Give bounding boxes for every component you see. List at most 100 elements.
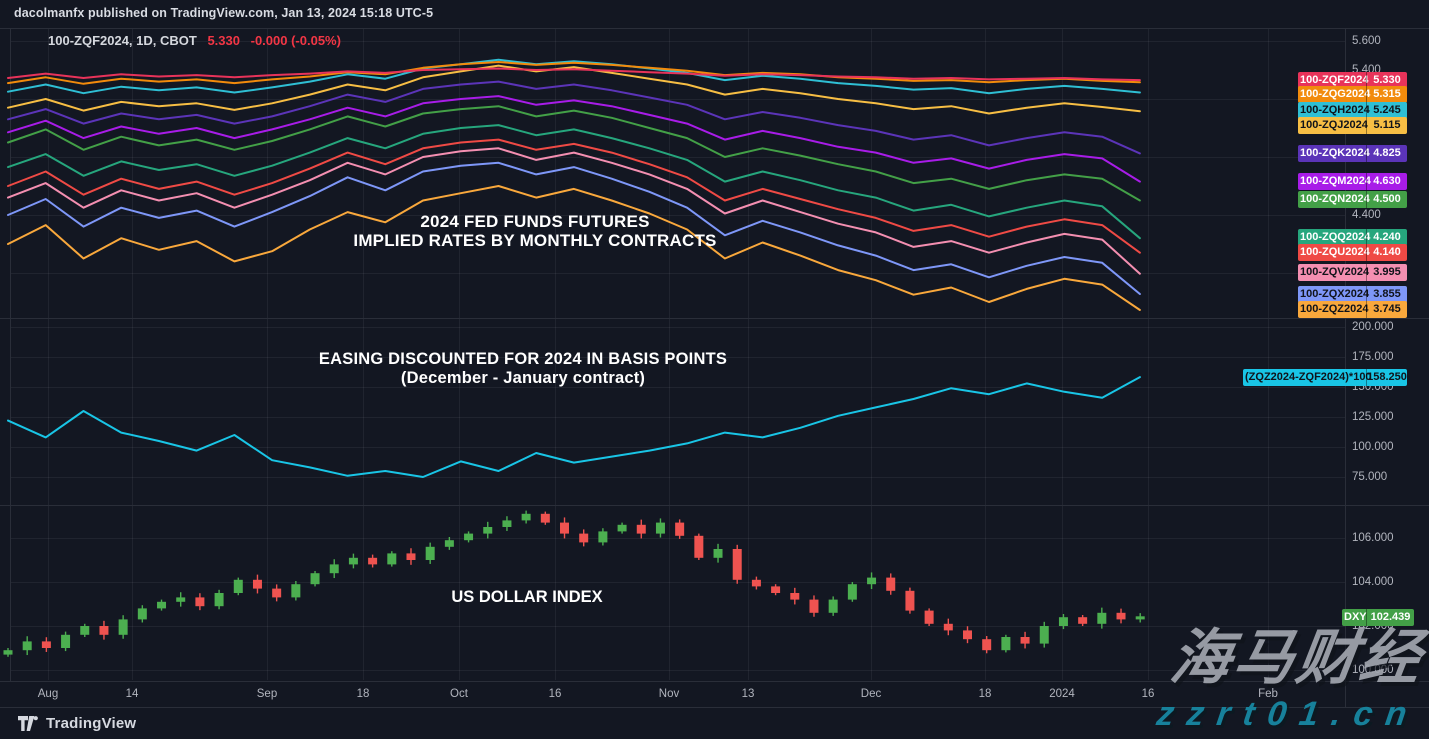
candle-body bbox=[41, 641, 51, 648]
futures-line-series bbox=[7, 138, 1141, 254]
price-axis-label[interactable]: 100.000 bbox=[1352, 441, 1394, 453]
candle-body bbox=[157, 601, 167, 609]
price-badge-divider bbox=[1366, 86, 1367, 103]
candle-body bbox=[1135, 616, 1145, 620]
candle-body bbox=[387, 553, 397, 565]
price-axis-label[interactable]: 5.600 bbox=[1352, 35, 1381, 47]
price-axis-label[interactable]: 75.000 bbox=[1352, 471, 1388, 483]
symbol-title: 100-ZQF2024, 1D, CBOT bbox=[48, 33, 197, 48]
price-badge-divider bbox=[1366, 191, 1367, 208]
candle-body bbox=[924, 610, 934, 624]
candle-body bbox=[1001, 637, 1011, 651]
price-badge-label: 100-ZQG2024 bbox=[1300, 88, 1371, 100]
candle-body bbox=[368, 557, 378, 565]
candle-body bbox=[502, 520, 512, 527]
price-badge-value: 4.825 bbox=[1373, 147, 1401, 159]
price-axis-label[interactable]: 104.000 bbox=[1352, 576, 1394, 588]
price-badge-label: 100-ZQQ2024 bbox=[1300, 231, 1371, 243]
price-badge: 100-ZQK2024 4.825 bbox=[1298, 145, 1407, 162]
time-axis-label[interactable]: Dec bbox=[860, 688, 882, 700]
price-axis-label[interactable]: 175.000 bbox=[1352, 351, 1394, 363]
candle-body bbox=[675, 522, 685, 536]
price-badge: 100-ZQF2024 5.330 bbox=[1298, 72, 1407, 89]
candle-body bbox=[598, 531, 608, 543]
candle-body bbox=[790, 593, 800, 600]
futures-line-series bbox=[7, 147, 1141, 275]
futures-line-series bbox=[7, 105, 1141, 202]
candle-body bbox=[233, 579, 243, 593]
price-badge-value: 5.245 bbox=[1373, 104, 1401, 116]
candle-body bbox=[847, 584, 857, 600]
candle-body bbox=[444, 540, 454, 547]
time-axis-label[interactable]: 14 bbox=[125, 688, 139, 700]
time-axis-label[interactable]: Oct bbox=[450, 688, 468, 700]
futures-line-series bbox=[7, 64, 1141, 115]
price-axis-label[interactable]: 100.000 bbox=[1352, 664, 1394, 676]
candle-body bbox=[982, 639, 992, 651]
candle-body bbox=[99, 626, 109, 635]
candle-body bbox=[713, 549, 723, 558]
candle-body bbox=[579, 533, 589, 543]
futures-line-series bbox=[7, 124, 1141, 240]
candle-body bbox=[1039, 626, 1049, 644]
price-badge-divider bbox=[1366, 244, 1367, 261]
candle-body bbox=[80, 626, 90, 635]
price-axis-label[interactable]: 200.000 bbox=[1352, 321, 1394, 333]
candle-body bbox=[617, 524, 627, 532]
candle-body bbox=[1097, 612, 1107, 624]
futures-line-series bbox=[7, 80, 1141, 155]
time-axis-label[interactable]: 16 bbox=[1141, 688, 1155, 700]
publish-info: dacolmanfx published on TradingView.com,… bbox=[14, 6, 434, 20]
candle-body bbox=[751, 579, 761, 587]
time-axis-label[interactable]: Nov bbox=[658, 688, 680, 700]
candle-body bbox=[329, 564, 339, 574]
time-axis-label[interactable]: 2024 bbox=[1049, 688, 1075, 700]
fed-funds-annotation-line2: IMPLIED RATES BY MONTHLY CONTRACTS bbox=[353, 231, 717, 250]
time-axis-label[interactable]: Aug bbox=[37, 688, 59, 700]
price-badge-value: 4.140 bbox=[1373, 246, 1401, 258]
price-badge-value: 5.315 bbox=[1373, 88, 1401, 100]
candle-body bbox=[464, 533, 474, 541]
candle-body bbox=[943, 623, 953, 631]
price-badge-label: 100-ZQM2024 bbox=[1300, 175, 1371, 187]
candle-body bbox=[348, 557, 358, 565]
time-axis-label[interactable]: Sep bbox=[256, 688, 278, 700]
fed-funds-annotation: 2024 FED FUNDS FUTURES IMPLIED RATES BY … bbox=[285, 212, 785, 250]
candle-body bbox=[694, 535, 704, 558]
price-badge-value: 158.250 bbox=[1367, 371, 1407, 383]
candle-body bbox=[406, 553, 416, 560]
price-badge-value: 102.439 bbox=[1370, 611, 1411, 623]
time-axis-label[interactable]: Feb bbox=[1258, 688, 1278, 700]
price-badge-value: 3.995 bbox=[1373, 266, 1401, 278]
price-change: -0.000 (-0.05%) bbox=[250, 33, 341, 48]
price-badge-label: DXY bbox=[1344, 611, 1367, 623]
watermark-url: zzrt01.cn bbox=[1153, 695, 1422, 733]
price-badge: 100-ZQJ2024 5.115 bbox=[1298, 117, 1407, 134]
price-axis-label[interactable]: 125.000 bbox=[1352, 411, 1394, 423]
candle-body bbox=[214, 593, 224, 607]
candle-body bbox=[1116, 612, 1126, 620]
price-axis-label[interactable]: 106.000 bbox=[1352, 532, 1394, 544]
candle-body bbox=[252, 579, 262, 589]
candle-body bbox=[540, 513, 550, 523]
price-badge-value: 4.630 bbox=[1373, 175, 1401, 187]
price-badge-label: 100-ZQJ2024 bbox=[1300, 119, 1368, 131]
tradingview-brand-text: TradingView bbox=[46, 715, 137, 732]
symbol-legend[interactable]: 100-ZQF2024, 1D, CBOT 5.330 -0.000 (-0.0… bbox=[48, 33, 341, 48]
time-axis-label[interactable]: 18 bbox=[356, 688, 370, 700]
price-badge-label: 100-ZQU2024 bbox=[1300, 246, 1370, 258]
price-badge-value: 3.745 bbox=[1373, 303, 1401, 315]
price-badge-label: 100-ZQH2024 bbox=[1300, 104, 1370, 116]
candle-body bbox=[310, 573, 320, 585]
candle-body bbox=[425, 546, 435, 560]
price-badge: 100-ZQX2024 3.855 bbox=[1298, 286, 1407, 303]
time-axis-label[interactable]: 16 bbox=[548, 688, 562, 700]
candle-body bbox=[118, 619, 128, 635]
time-axis-label[interactable]: 13 bbox=[741, 688, 755, 700]
candle-body bbox=[886, 577, 896, 591]
price-badge-divider bbox=[1366, 229, 1367, 246]
tradingview-logo[interactable]: TradingView bbox=[18, 715, 136, 732]
time-axis-label[interactable]: 18 bbox=[978, 688, 992, 700]
price-axis-label[interactable]: 4.400 bbox=[1352, 209, 1381, 221]
